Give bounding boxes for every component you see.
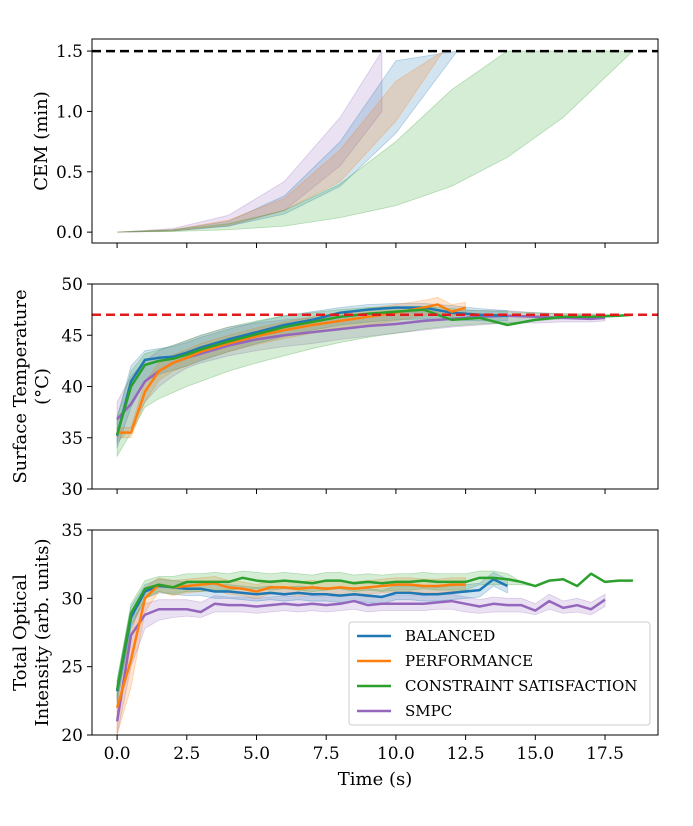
y-tick-label: 30 <box>61 480 83 500</box>
series-line-constraint-satisfaction <box>115 308 634 436</box>
legend-label-constraint-satisfaction: CONSTRAINT SATISFACTION <box>405 677 637 695</box>
y-tick-label: 1.5 <box>56 42 83 62</box>
series-line-smpc <box>115 598 606 722</box>
y-tick-label: 20 <box>61 726 83 746</box>
y-axis-label: Surface Temperature(°C) <box>10 289 53 483</box>
plot-area <box>115 570 633 735</box>
axes-frame <box>91 38 659 244</box>
x-tick-label: 10.0 <box>377 744 415 764</box>
axes-frame <box>91 529 659 736</box>
x-tick-label: 0.0 <box>104 744 131 764</box>
x-tick-label: 15.0 <box>516 744 554 764</box>
y-tick-label: 40 <box>61 378 83 398</box>
x-axis-label: Time (s) <box>338 769 413 790</box>
x-tick-label: 2.5 <box>173 744 200 764</box>
y-tick-label: 0.5 <box>56 163 83 183</box>
legend-label-performance: PERFORMANCE <box>405 652 533 670</box>
y-axis-label: Total OpticalIntensity (arb. units) <box>10 538 53 726</box>
x-tick-label: 7.5 <box>313 744 340 764</box>
legend-frame <box>348 621 651 726</box>
legend-label-balanced: BALANCED <box>405 627 495 645</box>
x-tick-label: 17.5 <box>586 744 624 764</box>
band-constraint-satisfaction <box>116 306 633 458</box>
y-tick-label: 50 <box>61 275 83 295</box>
y-axis-label: CEM (min) <box>31 91 52 191</box>
y-tick-label: 30 <box>61 589 83 609</box>
plot-area <box>115 296 634 458</box>
optical-intensity-panel: 20 25 30 35 0.0 2.5 5.0 7.5 10.0 12.5 15.0 17.5 Tota… <box>10 521 659 790</box>
y-tick-label: 1.0 <box>56 102 83 122</box>
plot-area <box>117 49 634 233</box>
band-smpc <box>117 49 383 233</box>
legend: BALANCED PERFORMANCE CONSTRAINT SATISFACTI… <box>348 621 651 726</box>
y-tick-label: 45 <box>61 326 83 346</box>
cem-panel: 0.0 0.5 1.0 1.5 CEM (min) <box>31 38 659 248</box>
y-tick-label: 35 <box>61 521 83 541</box>
y-tick-label: 0.0 <box>56 223 83 243</box>
series-line-balanced <box>115 577 508 692</box>
band-balanced <box>116 303 508 449</box>
legend-label-smpc: SMPC <box>405 702 452 720</box>
y-tick-label: 35 <box>61 429 83 449</box>
y-tick-label: 25 <box>61 658 83 678</box>
series-line-constraint-satisfaction <box>115 572 633 691</box>
series-line-performance <box>117 303 466 434</box>
x-tick-label: 5.0 <box>243 744 270 764</box>
series-line-balanced <box>115 306 508 437</box>
surface-temperature-panel: 30 35 40 45 50 Surface Temperature(°C) <box>10 275 659 500</box>
x-tick-label: 12.5 <box>447 744 485 764</box>
